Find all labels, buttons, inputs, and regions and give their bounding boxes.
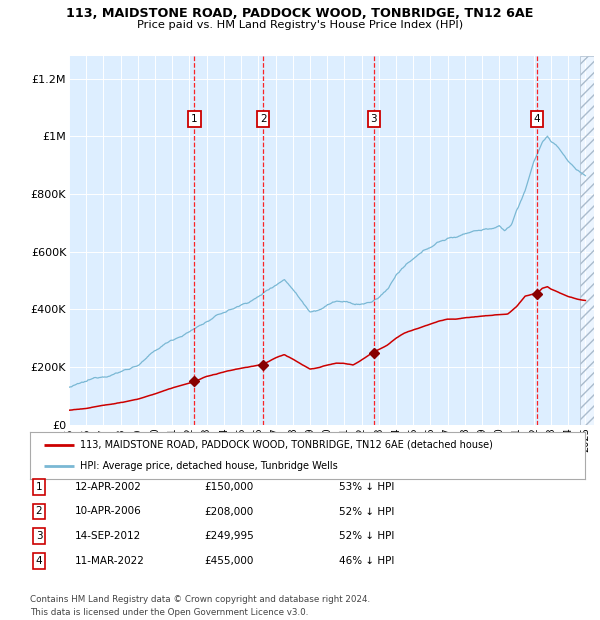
Text: £249,995: £249,995 <box>204 531 254 541</box>
Text: 113, MAIDSTONE ROAD, PADDOCK WOOD, TONBRIDGE, TN12 6AE (detached house): 113, MAIDSTONE ROAD, PADDOCK WOOD, TONBR… <box>80 440 493 450</box>
Text: Price paid vs. HM Land Registry's House Price Index (HPI): Price paid vs. HM Land Registry's House … <box>137 20 463 30</box>
Text: 3: 3 <box>35 531 43 541</box>
Text: 10-APR-2006: 10-APR-2006 <box>75 507 142 516</box>
Text: 11-MAR-2022: 11-MAR-2022 <box>75 556 145 566</box>
Text: £455,000: £455,000 <box>204 556 253 566</box>
Text: 4: 4 <box>534 114 541 124</box>
Text: 52% ↓ HPI: 52% ↓ HPI <box>339 531 394 541</box>
Text: 46% ↓ HPI: 46% ↓ HPI <box>339 556 394 566</box>
Text: 4: 4 <box>35 556 43 566</box>
Text: 1: 1 <box>191 114 197 124</box>
Text: 2: 2 <box>260 114 266 124</box>
Text: £208,000: £208,000 <box>204 507 253 516</box>
Text: 14-SEP-2012: 14-SEP-2012 <box>75 531 141 541</box>
Text: 53% ↓ HPI: 53% ↓ HPI <box>339 482 394 492</box>
Text: 3: 3 <box>371 114 377 124</box>
Text: HPI: Average price, detached house, Tunbridge Wells: HPI: Average price, detached house, Tunb… <box>80 461 338 471</box>
Text: 12-APR-2002: 12-APR-2002 <box>75 482 142 492</box>
Bar <box>580 56 594 425</box>
Text: Contains HM Land Registry data © Crown copyright and database right 2024.
This d: Contains HM Land Registry data © Crown c… <box>30 595 370 617</box>
Text: 1: 1 <box>35 482 43 492</box>
Text: 113, MAIDSTONE ROAD, PADDOCK WOOD, TONBRIDGE, TN12 6AE: 113, MAIDSTONE ROAD, PADDOCK WOOD, TONBR… <box>67 7 533 20</box>
Text: 52% ↓ HPI: 52% ↓ HPI <box>339 507 394 516</box>
Text: £150,000: £150,000 <box>204 482 253 492</box>
Text: 2: 2 <box>35 507 43 516</box>
Bar <box>580 56 594 425</box>
